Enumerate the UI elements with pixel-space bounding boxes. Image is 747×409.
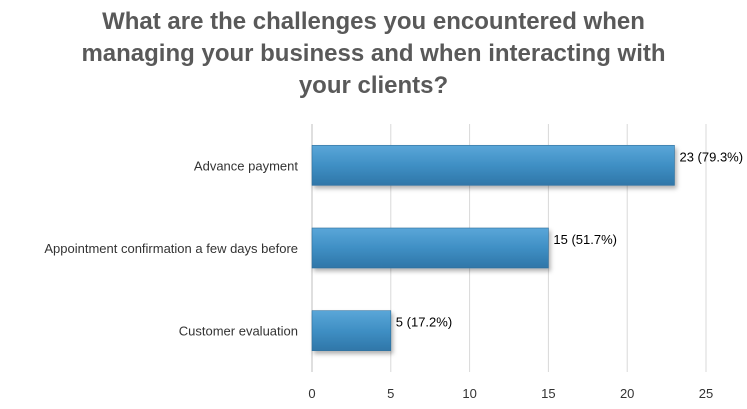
- x-tick-label: 5: [387, 386, 394, 401]
- category-label: Customer evaluation: [179, 324, 298, 339]
- x-tick-label: 20: [620, 386, 634, 401]
- data-label: 5 (17.2%): [396, 315, 452, 330]
- bars: [311, 145, 675, 351]
- bar: [311, 145, 675, 186]
- category-label: Appointment confirmation a few days befo…: [44, 241, 298, 256]
- x-tick-label: 10: [462, 386, 476, 401]
- x-tick-label: 15: [541, 386, 555, 401]
- data-labels: 23 (79.3%) 15 (51.7%) 5 (17.2%): [396, 149, 743, 329]
- category-labels: Advance payment Appointment confirmation …: [44, 158, 298, 338]
- category-label: Advance payment: [194, 158, 298, 173]
- chart-title-line-1: What are the challenges you encountered …: [102, 8, 645, 35]
- x-tick-label: 0: [308, 386, 315, 401]
- data-label: 23 (79.3%): [679, 149, 743, 164]
- bar: [311, 310, 392, 351]
- chart-title: What are the challenges you encountered …: [40, 6, 707, 102]
- chart-title-line-3: your clients?: [298, 72, 449, 99]
- x-tick-labels: 0 5 10 15 20 25: [308, 386, 713, 401]
- chart-title-line-2: managing your business and when interact…: [81, 40, 666, 67]
- data-label: 15 (51.7%): [553, 232, 617, 247]
- x-tick-label: 25: [699, 386, 713, 401]
- bar: [311, 227, 549, 269]
